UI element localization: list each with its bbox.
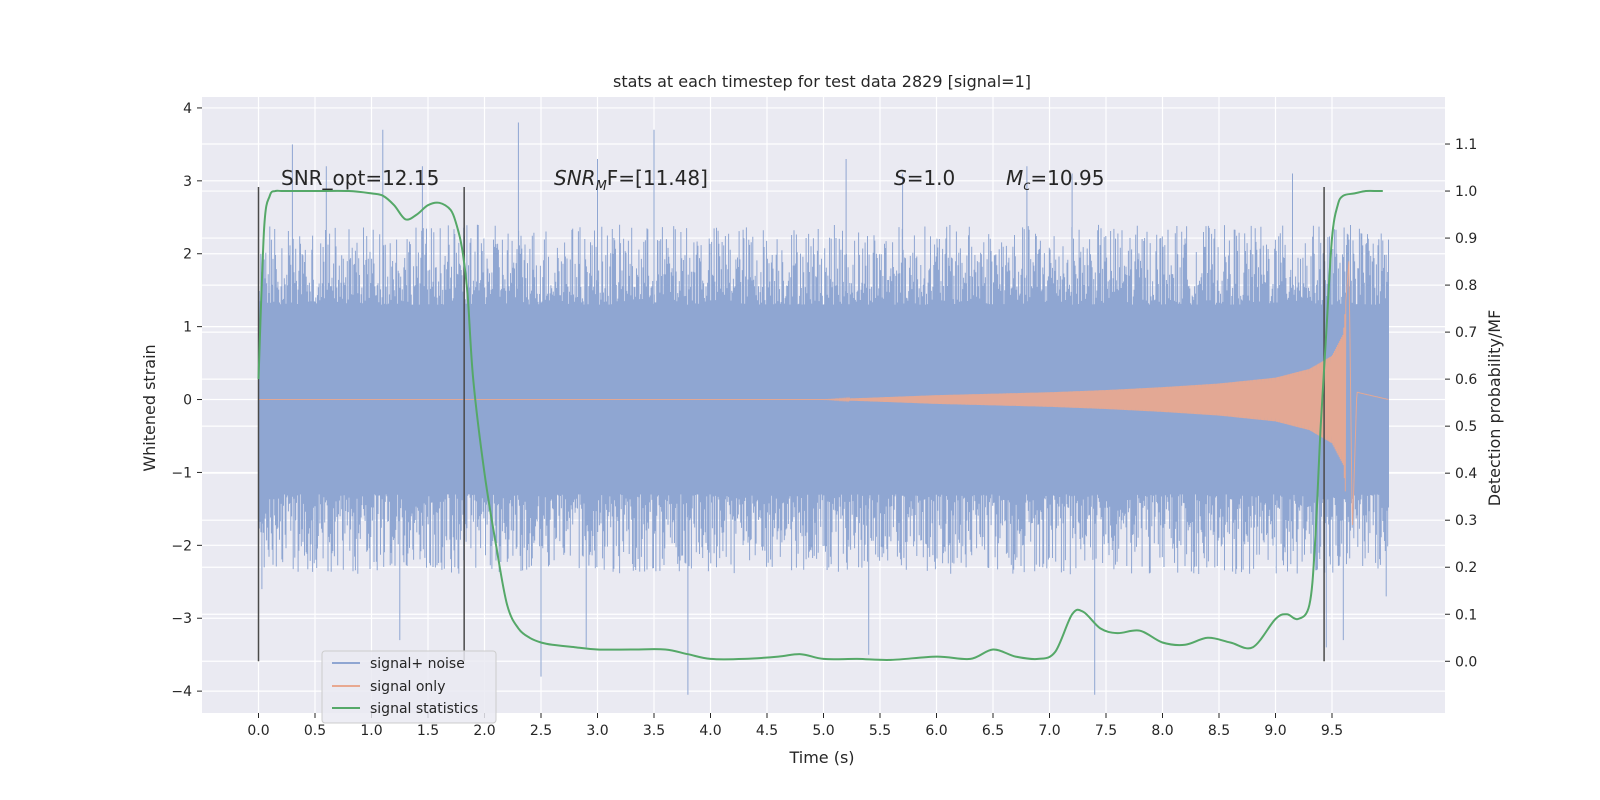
annotation-snr-mf-suffix: F=[11.48] <box>607 166 708 190</box>
y2-tick-label: 0.0 <box>1455 654 1477 670</box>
x-tick-label: 4.0 <box>699 723 721 739</box>
y2-tick-label: 0.7 <box>1455 325 1477 341</box>
x-tick-label: 3.5 <box>643 723 665 739</box>
y2-tick-label: 0.9 <box>1455 231 1477 247</box>
chart-title: stats at each timestep for test data 282… <box>613 72 1031 91</box>
y-tick-label: 3 <box>183 174 192 190</box>
annotation-mc-var: M <box>1006 166 1023 190</box>
x-tick-label: 5.5 <box>869 723 891 739</box>
legend-label-signal-noise: signal+ noise <box>370 656 465 672</box>
x-tick-label: 1.5 <box>417 723 439 739</box>
y-tick-label: −4 <box>171 684 192 700</box>
x-tick-label: 0.5 <box>304 723 326 739</box>
x-axis-label: Time (s) <box>788 748 854 767</box>
annotation-s: S=1.0 <box>894 166 955 190</box>
y2-tick-label: 0.2 <box>1455 560 1477 576</box>
x-tick-label: 1.0 <box>360 723 382 739</box>
x-tick-label: 5.0 <box>812 723 834 739</box>
y-tick-label: 2 <box>183 247 192 263</box>
annotation-snr-mf-prefix: SNR <box>554 166 596 190</box>
series-signal-only <box>258 261 1389 526</box>
y-tick-label: −3 <box>171 611 192 627</box>
x-tick-label: 8.5 <box>1208 723 1230 739</box>
x-tick-label: 2.5 <box>530 723 552 739</box>
y-tick-label: 4 <box>183 101 192 117</box>
annotation-s-value: =1.0 <box>907 166 956 190</box>
legend-label-signal-only: signal only <box>370 679 445 695</box>
x-tick-label: 7.5 <box>1095 723 1117 739</box>
y2-tick-label: 1.0 <box>1455 184 1477 200</box>
x-tick-label: 0.0 <box>247 723 269 739</box>
x-tick-label: 6.0 <box>925 723 947 739</box>
x-tick-label: 9.0 <box>1264 723 1286 739</box>
annotation-mc: Mc=10.95 <box>1006 166 1104 194</box>
y2-tick-label: 0.8 <box>1455 278 1477 294</box>
x-tick-labels: 0.0 0.5 1.0 1.5 2.0 2.5 3.0 3.5 4.0 4.5 5.0 5.5 6.0 6… <box>247 713 1343 739</box>
y-tick-labels: −4 −3 −2 −1 0 1 2 3 4 <box>171 101 202 700</box>
x-tick-label: 6.5 <box>982 723 1004 739</box>
x-tick-label: 8.0 <box>1151 723 1173 739</box>
y2-tick-label: 0.3 <box>1455 513 1477 529</box>
legend: signal+ noise signal only signal statist… <box>321 650 497 724</box>
y2-tick-label: 0.1 <box>1455 607 1477 623</box>
y2-tick-label: 0.4 <box>1455 466 1477 482</box>
x-tick-label: 7.0 <box>1038 723 1060 739</box>
y-tick-label: −2 <box>171 538 192 554</box>
x-tick-label: 9.5 <box>1321 723 1343 739</box>
legend-label-signal-statistics: signal statistics <box>370 701 478 717</box>
y2-tick-label: 0.5 <box>1455 419 1477 435</box>
annotation-s-var: S <box>894 166 907 190</box>
annotation-snr-mf: SNRMF=[11.48] <box>554 166 708 194</box>
x-tick-label: 3.0 <box>586 723 608 739</box>
annotation-mc-sub: c <box>1023 179 1030 194</box>
y2-tick-label: 1.1 <box>1455 137 1477 153</box>
x-tick-label: 2.0 <box>473 723 495 739</box>
annotation-snr-opt: SNR_opt=12.15 <box>281 166 439 190</box>
y-tick-label: 1 <box>183 320 192 336</box>
y2-axis-label: Detection probability/MF <box>1485 310 1504 507</box>
series-signal-statistics <box>257 189 1383 661</box>
y-tick-label: 0 <box>183 393 192 409</box>
annotation-mc-value: =10.95 <box>1030 166 1104 190</box>
y2-tick-labels: 0.0 0.1 0.2 0.3 0.4 0.5 0.6 0.7 0.8 0.9 1.0 1.1 <box>1445 137 1477 670</box>
y-tick-label: −1 <box>171 465 192 481</box>
annotation-snr-mf-sub: M <box>596 179 607 194</box>
chirp-trace <box>258 261 1389 526</box>
x-tick-label: 4.5 <box>756 723 778 739</box>
y-axis-label: Whitened strain <box>140 344 159 471</box>
y2-tick-label: 0.6 <box>1455 372 1477 388</box>
statistics-line <box>257 189 1383 661</box>
